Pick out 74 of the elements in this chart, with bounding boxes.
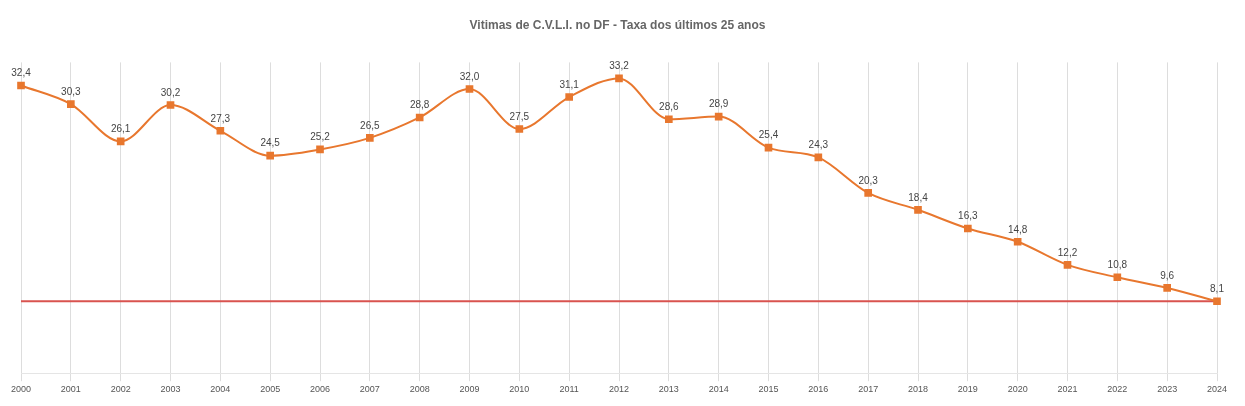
point xyxy=(1063,261,1072,269)
x-tick-label: 2022 xyxy=(1107,384,1128,395)
point xyxy=(964,224,972,233)
point xyxy=(1163,284,1171,292)
point xyxy=(67,100,75,108)
point xyxy=(714,112,723,121)
data-label: 30,2 xyxy=(160,86,181,98)
point xyxy=(864,189,872,197)
point xyxy=(1113,273,1122,282)
data-label: 28,6 xyxy=(659,100,680,112)
point xyxy=(515,125,524,133)
data-label: 9,6 xyxy=(1160,269,1175,281)
x-tick-label: 2003 xyxy=(160,384,181,395)
x-tick-label: 2006 xyxy=(309,384,331,395)
x-tick-label: 2002 xyxy=(110,384,131,395)
point xyxy=(216,126,225,135)
x-tick-label: 2023 xyxy=(1157,384,1178,395)
data-label: 30,3 xyxy=(61,85,82,97)
x-tick-label: 2007 xyxy=(359,384,380,395)
x-tick-label: 2009 xyxy=(459,384,480,395)
x-tick-label: 2014 xyxy=(708,384,729,395)
data-label: 14,8 xyxy=(1007,223,1028,235)
point xyxy=(615,74,623,83)
point xyxy=(1013,237,1022,246)
data-label: 28,9 xyxy=(708,98,729,110)
data-label: 31,1 xyxy=(559,78,580,90)
x-tick-label: 2021 xyxy=(1057,384,1078,395)
x-tick-label: 2004 xyxy=(210,384,231,395)
point xyxy=(1213,297,1221,306)
x-tick-label: 2018 xyxy=(907,384,929,395)
x-tick-label: 2020 xyxy=(1007,384,1028,395)
data-label: 10,8 xyxy=(1107,259,1128,271)
x-tick-label: 2011 xyxy=(559,384,579,395)
chart-title: Vitimas de C.V.L.I. no DF - Taxa dos últimos 25 anos xyxy=(469,17,766,32)
data-label: 32,0 xyxy=(459,70,480,82)
data-label: 16,3 xyxy=(958,210,978,222)
x-tick-label: 2001 xyxy=(60,384,81,395)
point xyxy=(366,134,374,142)
point xyxy=(166,101,175,109)
point xyxy=(316,145,324,154)
point xyxy=(665,115,673,124)
x-tick-label: 2012 xyxy=(608,384,630,395)
x-tick-label: 2015 xyxy=(758,384,779,395)
x-tick-label: 2008 xyxy=(409,384,430,395)
x-tick-label: 2013 xyxy=(658,384,679,395)
x-tick-label: 2016 xyxy=(808,384,829,395)
x-tick-label: 2005 xyxy=(260,384,281,395)
data-label: 24,5 xyxy=(260,137,281,149)
x-tick-label: 2010 xyxy=(509,384,530,395)
x-tick-label: 2000 xyxy=(11,384,32,395)
data-label: 20,3 xyxy=(858,174,879,186)
data-label: 32,4 xyxy=(11,67,32,79)
data-label: 25,2 xyxy=(310,131,331,143)
x-tick-label: 2019 xyxy=(957,384,978,395)
point xyxy=(565,93,573,101)
point xyxy=(266,151,274,160)
data-label: 12,2 xyxy=(1057,246,1078,258)
point xyxy=(116,137,125,146)
data-label: 26,1 xyxy=(110,123,131,135)
data-label: 26,5 xyxy=(360,119,381,131)
point xyxy=(415,113,424,122)
data-label: 8,1 xyxy=(1210,283,1225,295)
data-label: 27,3 xyxy=(210,112,231,124)
point xyxy=(465,85,474,93)
data-label: 33,2 xyxy=(609,60,630,72)
data-label: 25,4 xyxy=(758,129,779,141)
x-tick-label: 2017 xyxy=(858,384,879,395)
x-tick-label: 2024 xyxy=(1206,384,1228,395)
data-label: 24,3 xyxy=(808,139,829,151)
data-label: 18,4 xyxy=(908,191,929,203)
point xyxy=(17,81,25,90)
data-label: 28,8 xyxy=(409,99,430,111)
data-label: 27,5 xyxy=(509,110,530,122)
point xyxy=(914,205,922,214)
